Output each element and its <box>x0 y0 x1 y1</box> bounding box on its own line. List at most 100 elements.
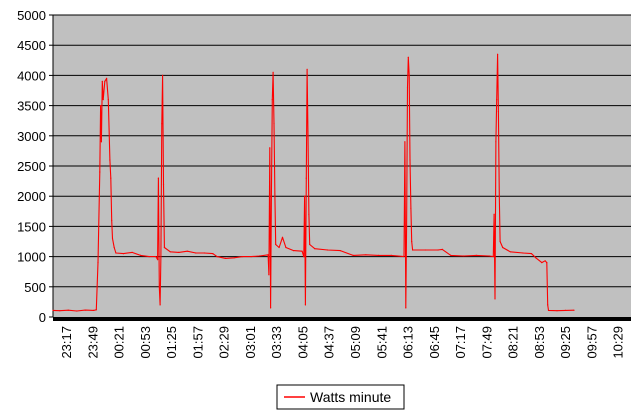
data-point <box>97 262 99 264</box>
y-axis-ticks: 0 500 1000 1500 2000 2500 3000 3500 4000 4500 5000 <box>17 8 53 325</box>
data-point <box>496 99 498 101</box>
y-tick-label: 1000 <box>17 250 46 265</box>
data-point <box>304 195 306 197</box>
x-tick-label: 23:49 <box>85 326 100 359</box>
series-line-watts-minute <box>52 53 575 312</box>
data-point <box>270 195 272 197</box>
y-tick-label: 0 <box>39 310 46 325</box>
data-point <box>281 236 284 238</box>
data-point <box>273 123 275 125</box>
x-tick-label: 04:05 <box>295 326 310 359</box>
data-point <box>352 254 354 256</box>
x-tick-label: 06:45 <box>427 326 442 359</box>
data-point <box>102 99 104 101</box>
data-point <box>157 259 159 261</box>
data-point <box>408 74 410 76</box>
data-point <box>111 237 114 240</box>
data-point <box>409 159 411 161</box>
data-point <box>99 171 101 173</box>
data-point <box>131 251 133 253</box>
data-point <box>546 262 548 264</box>
data-point <box>268 274 270 276</box>
data-point <box>497 111 499 113</box>
data-point <box>52 309 54 311</box>
data-point <box>107 99 109 101</box>
data-point <box>76 310 78 312</box>
data-point <box>59 310 61 312</box>
data-point <box>161 123 163 125</box>
data-point <box>339 250 341 252</box>
x-tick-label: 09:25 <box>558 326 573 359</box>
data-point <box>178 251 180 253</box>
data-point <box>259 255 261 257</box>
data-point <box>104 80 106 82</box>
data-point <box>547 304 549 306</box>
data-point <box>285 246 287 249</box>
data-point <box>109 159 111 161</box>
data-point <box>307 135 309 137</box>
x-tick-label: 23:17 <box>59 326 74 359</box>
x-tick-label: 02:29 <box>217 326 232 359</box>
data-point <box>271 99 273 101</box>
data-point <box>140 254 142 256</box>
data-point <box>272 71 274 73</box>
x-tick-label: 03:33 <box>269 326 284 359</box>
data-point <box>278 246 280 249</box>
x-tick-label: 06:13 <box>401 326 416 359</box>
data-point <box>494 298 496 300</box>
series-points <box>52 53 575 312</box>
x-axis-ticks: 23:17 23:49 00:21 00:53 01:25 01:57 02:29 03:01… <box>59 326 626 359</box>
data-point <box>163 246 165 249</box>
data-point <box>406 225 408 227</box>
x-tick-label: 07:17 <box>453 326 468 359</box>
data-point <box>169 251 171 253</box>
data-point <box>509 251 511 253</box>
data-point <box>407 56 409 58</box>
x-tick-label: 07:49 <box>479 326 494 359</box>
data-point <box>111 219 113 221</box>
x-tick-label: 10:29 <box>611 326 626 359</box>
legend: Watts minute <box>276 384 405 410</box>
data-point <box>203 252 205 254</box>
data-point <box>424 249 426 251</box>
data-point <box>157 177 159 179</box>
data-point <box>495 141 497 143</box>
data-point <box>162 183 165 185</box>
data-point <box>303 256 305 258</box>
data-point <box>535 257 537 259</box>
data-point <box>306 68 308 70</box>
x-tick-label: 00:21 <box>112 326 127 359</box>
data-point <box>573 309 575 311</box>
data-point <box>122 253 125 255</box>
data-point <box>475 254 477 256</box>
y-tick-label: 5000 <box>17 8 46 23</box>
data-point <box>224 257 227 259</box>
x-tick-label: 05:09 <box>348 326 363 359</box>
x-tick-label: 04:37 <box>322 326 337 359</box>
data-point <box>493 213 495 215</box>
x-tick-label: 09:57 <box>584 326 599 359</box>
data-point <box>404 141 406 143</box>
data-point <box>155 256 157 258</box>
data-point <box>547 309 550 311</box>
data-point <box>441 248 443 250</box>
data-point <box>93 309 95 311</box>
data-point <box>405 307 407 309</box>
data-point <box>95 309 97 311</box>
data-point <box>293 250 295 252</box>
data-point <box>314 248 316 250</box>
data-point <box>267 254 269 256</box>
data-point <box>100 105 102 107</box>
y-tick-label: 2000 <box>17 189 46 204</box>
data-point <box>106 77 108 79</box>
data-point <box>378 254 380 256</box>
data-point <box>406 86 409 89</box>
legend-entry-watts-minute: Watts minute <box>310 389 391 405</box>
data-point <box>411 240 413 243</box>
data-point <box>365 254 367 256</box>
data-point <box>212 253 214 255</box>
data-point <box>160 256 162 258</box>
data-point <box>498 195 500 197</box>
data-point <box>488 255 490 257</box>
